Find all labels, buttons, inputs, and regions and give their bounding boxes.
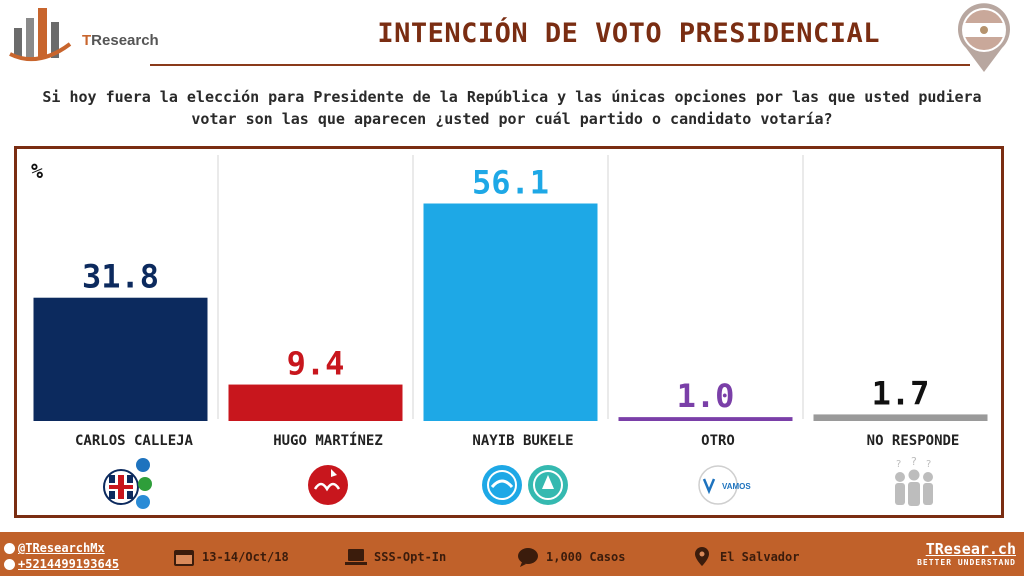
survey-location: El Salvador [690,546,799,568]
vamos-logo-icon: VAMOS [698,465,751,505]
data-label: 31.8 [82,258,159,296]
bar-chart: 31.8 9.4 56.1 1.0 1.7 [33,155,988,421]
fmln-logo-icon [308,465,348,505]
svg-text:?: ? [911,455,917,468]
whatsapp-link[interactable]: +5214499193645 [4,556,119,572]
people-question-icon: ? ? ? [895,455,933,506]
bar [33,297,208,421]
category-label: HUGO MARTÍNEZ [273,433,383,449]
survey-question: Si hoy fuera la elección para Presidente… [42,88,982,128]
data-label: 56.1 [472,164,549,202]
map-pin-icon [695,547,709,566]
survey-date: 13-14/Oct/18 [172,546,289,568]
data-label: 1.0 [677,377,735,415]
social-contacts: @TResearchMx +5214499193645 [4,540,119,572]
data-label: 9.4 [287,345,345,383]
page-title: INTENCIÓN DE VOTO PRESIDENCIAL [377,18,880,49]
twitter-icon [4,542,15,554]
unit-label: % [31,159,44,183]
calendar-icon [174,550,194,566]
sample-size: 1,000 Casos [516,546,625,568]
category-label: NAYIB BUKELE [472,433,574,449]
brand-tagline: BETTER UNDERSTAND [917,558,1016,567]
logo-bars-icon [9,8,72,62]
title-divider [150,64,970,66]
calleja-party-logos [103,458,152,509]
laptop-icon [345,549,367,565]
category-label: NO RESPONDE [866,433,960,449]
twitter-link[interactable]: @TResearchMx [4,540,119,556]
nuevas-ideas-logo-icon [528,465,568,505]
tresearch-logo: TResearch [8,6,168,66]
otro-party-logo: VAMOS [698,465,751,505]
svg-text:?: ? [926,459,931,470]
category-label: CARLOS CALLEJA [74,433,193,449]
svg-text:?: ? [896,459,901,470]
bar [228,384,403,421]
whatsapp-icon [4,558,15,570]
footer-brand: TResear.ch BETTER UNDERSTAND [917,540,1016,567]
header: TResearch INTENCIÓN DE VOTO PRESIDENCIAL [0,0,1024,80]
martinez-party-logo [308,465,348,505]
svg-text:VAMOS: VAMOS [722,482,751,491]
bukele-party-logos [482,465,568,505]
survey-method: SSS-Opt-In [344,546,446,568]
ds-logo-icon [136,495,150,509]
el-salvador-flag-pin-icon [958,3,1010,72]
arena-logo-icon [103,469,139,505]
pdc-logo-icon [138,477,152,491]
chat-bubble-icon [518,548,538,567]
gana-logo-icon [482,465,522,505]
pcn-logo-icon [136,458,150,472]
data-label: 1.7 [872,374,930,412]
bar [423,203,598,421]
category-label: OTRO [701,433,735,449]
footer: @TResearchMx +5214499193645 13-14/Oct/18… [0,532,1024,576]
chart-frame: % 31.8 9.4 56.1 1.0 1.7 CARLOS CALLEJA HUGO … [14,146,1004,518]
bar [618,417,793,421]
bar [813,414,988,421]
logo-text: TResearch [82,32,159,49]
brand-url[interactable]: TResear.ch [925,540,1016,558]
